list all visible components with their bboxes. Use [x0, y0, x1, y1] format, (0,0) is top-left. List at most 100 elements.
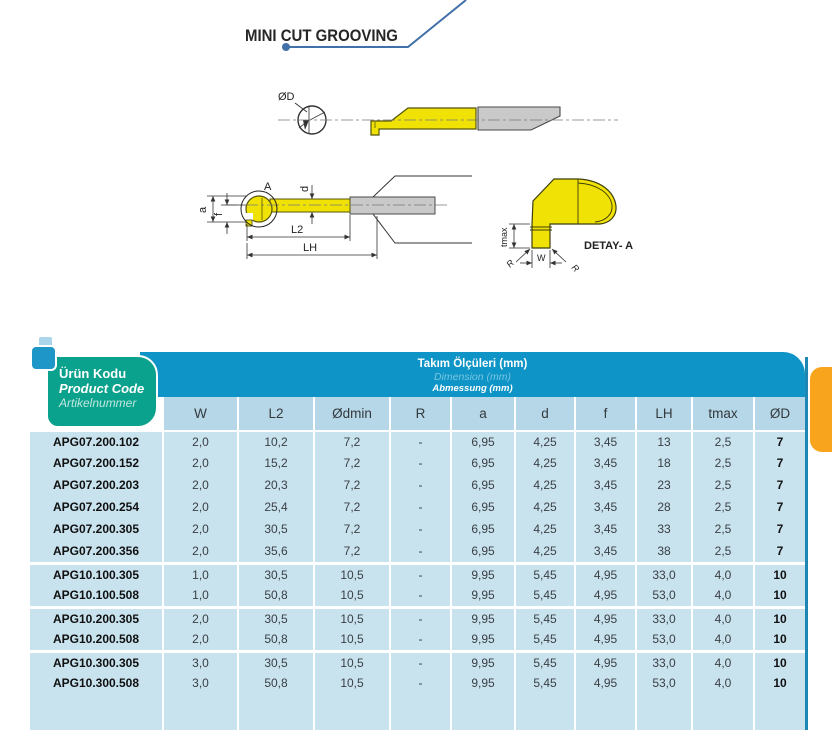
value-cell: 2,5 [693, 496, 755, 518]
value-cell: 2,5 [693, 452, 755, 474]
value-cell: 53,0 [637, 672, 693, 694]
dimensions-header-en: Dimension (mm) [433, 370, 511, 383]
value-cell: 6,95 [452, 474, 516, 496]
value-cell: 4,25 [516, 540, 576, 562]
product-code-header-tr: Ürün Kodu [59, 366, 127, 381]
product-code-cell: APG07.200.254 [30, 496, 164, 518]
table-row: APG07.200.254 2,0 25,4 7,2-6,95 4,25 3,45 28 2,… [30, 496, 805, 518]
detail-ref-label: A [264, 181, 272, 193]
value-cell: 10,5 [315, 584, 391, 606]
value-cell: 6,95 [452, 432, 516, 452]
empty-cell [391, 694, 452, 730]
detail-a-drawing: tmax W R R DETAY- A [499, 178, 633, 274]
value-cell: - [391, 672, 452, 694]
dimensions-header-de: Abmessung (mm) [432, 382, 513, 394]
value-cell: 4,0 [693, 653, 755, 672]
value-cell: 10,5 [315, 565, 391, 584]
empty-cell [516, 694, 576, 730]
value-cell: 3,45 [576, 496, 637, 518]
value-cell: 7 [755, 432, 805, 452]
value-cell: 23 [637, 474, 693, 496]
column-header: W [164, 397, 239, 430]
column-header: a [452, 397, 516, 430]
value-cell: 10,2 [239, 432, 315, 452]
value-cell: 5,45 [516, 565, 576, 584]
value-cell: 9,95 [452, 584, 516, 606]
value-cell: 30,5 [239, 518, 315, 540]
dim-label-d: d [299, 186, 311, 192]
value-cell: 4,0 [693, 565, 755, 584]
value-cell: - [391, 565, 452, 584]
value-cell: - [391, 474, 452, 496]
value-cell: 3,45 [576, 432, 637, 452]
empty-cell [239, 694, 315, 730]
value-cell: 2,5 [693, 518, 755, 540]
value-cell: 10 [755, 653, 805, 672]
value-cell: 10,5 [315, 672, 391, 694]
value-cell: 6,95 [452, 496, 516, 518]
side-view-drawing: ØD [278, 91, 618, 136]
value-cell: - [391, 452, 452, 474]
value-cell: 7 [755, 452, 805, 474]
value-cell: 10 [755, 584, 805, 606]
value-cell: 10,5 [315, 653, 391, 672]
table-row: APG10.300.508 3,0 50,8 10,5-9,95 5,45 4,95 53,… [30, 672, 805, 694]
value-cell: 10 [755, 565, 805, 584]
value-cell: 50,8 [239, 628, 315, 650]
product-code-header-en: Product Code [59, 381, 145, 396]
value-cell: - [391, 584, 452, 606]
value-cell: 25,4 [239, 496, 315, 518]
dim-label-lh: LH [303, 242, 317, 254]
value-cell: 4,95 [576, 584, 637, 606]
column-header: ØD [755, 397, 805, 430]
table-row: APG07.200.152 2,0 15,2 7,2-6,95 4,25 3,45 18 2,… [30, 452, 805, 474]
value-cell: 2,0 [164, 609, 239, 628]
column-header: L2 [239, 397, 315, 430]
empty-cell [30, 694, 164, 730]
value-cell: 35,6 [239, 540, 315, 562]
value-cell: 7,2 [315, 518, 391, 540]
value-cell: 7 [755, 518, 805, 540]
table-row: APG07.200.305 2,0 30,5 7,2-6,95 4,25 3,45 33 2,… [30, 518, 805, 540]
empty-cell [755, 694, 805, 730]
value-cell: - [391, 653, 452, 672]
empty-cell [452, 694, 516, 730]
value-cell: 33,0 [637, 565, 693, 584]
dim-label-od: ØD [278, 91, 295, 103]
value-cell: 2,0 [164, 540, 239, 562]
value-cell: 4,0 [693, 584, 755, 606]
value-cell: 7 [755, 496, 805, 518]
value-cell: 9,95 [452, 672, 516, 694]
value-cell: 3,0 [164, 672, 239, 694]
dim-label-l2: L2 [291, 224, 303, 236]
product-table: Takım Ölçüleri (mm) Dimension (mm) Abmes… [30, 335, 808, 730]
value-cell: 7,2 [315, 540, 391, 562]
value-cell: - [391, 540, 452, 562]
dimensions-header-band: Takım Ölçüleri (mm) Dimension (mm) Abmes… [140, 352, 805, 397]
value-cell: 3,0 [164, 653, 239, 672]
value-cell: 3,45 [576, 518, 637, 540]
value-cell: 33,0 [637, 609, 693, 628]
value-cell: 9,95 [452, 628, 516, 650]
value-cell: 2,0 [164, 628, 239, 650]
page-edge-tab [810, 367, 832, 452]
value-cell: 5,45 [516, 584, 576, 606]
product-code-cell: APG10.100.508 [30, 584, 164, 606]
value-cell: 6,95 [452, 540, 516, 562]
value-cell: 9,95 [452, 653, 516, 672]
value-cell: 10 [755, 672, 805, 694]
value-cell: 18 [637, 452, 693, 474]
column-header: Ødmin [315, 397, 391, 430]
dim-label-tmax: tmax [499, 227, 509, 247]
table-row: APG10.300.305 3,0 30,5 10,5-9,95 5,45 4,95 33,… [30, 650, 805, 672]
product-code-header: Ürün Kodu Product Code Artikelnummer [46, 355, 158, 428]
value-cell: 2,0 [164, 474, 239, 496]
product-code-cell: APG07.200.203 [30, 474, 164, 496]
product-code-cell: APG10.300.305 [30, 653, 164, 672]
dim-label-w: W [537, 253, 546, 263]
dim-label-a: a [197, 206, 209, 213]
detail-caption: DETAY- A [584, 240, 633, 252]
product-code-header-de: Artikelnummer [59, 396, 137, 410]
